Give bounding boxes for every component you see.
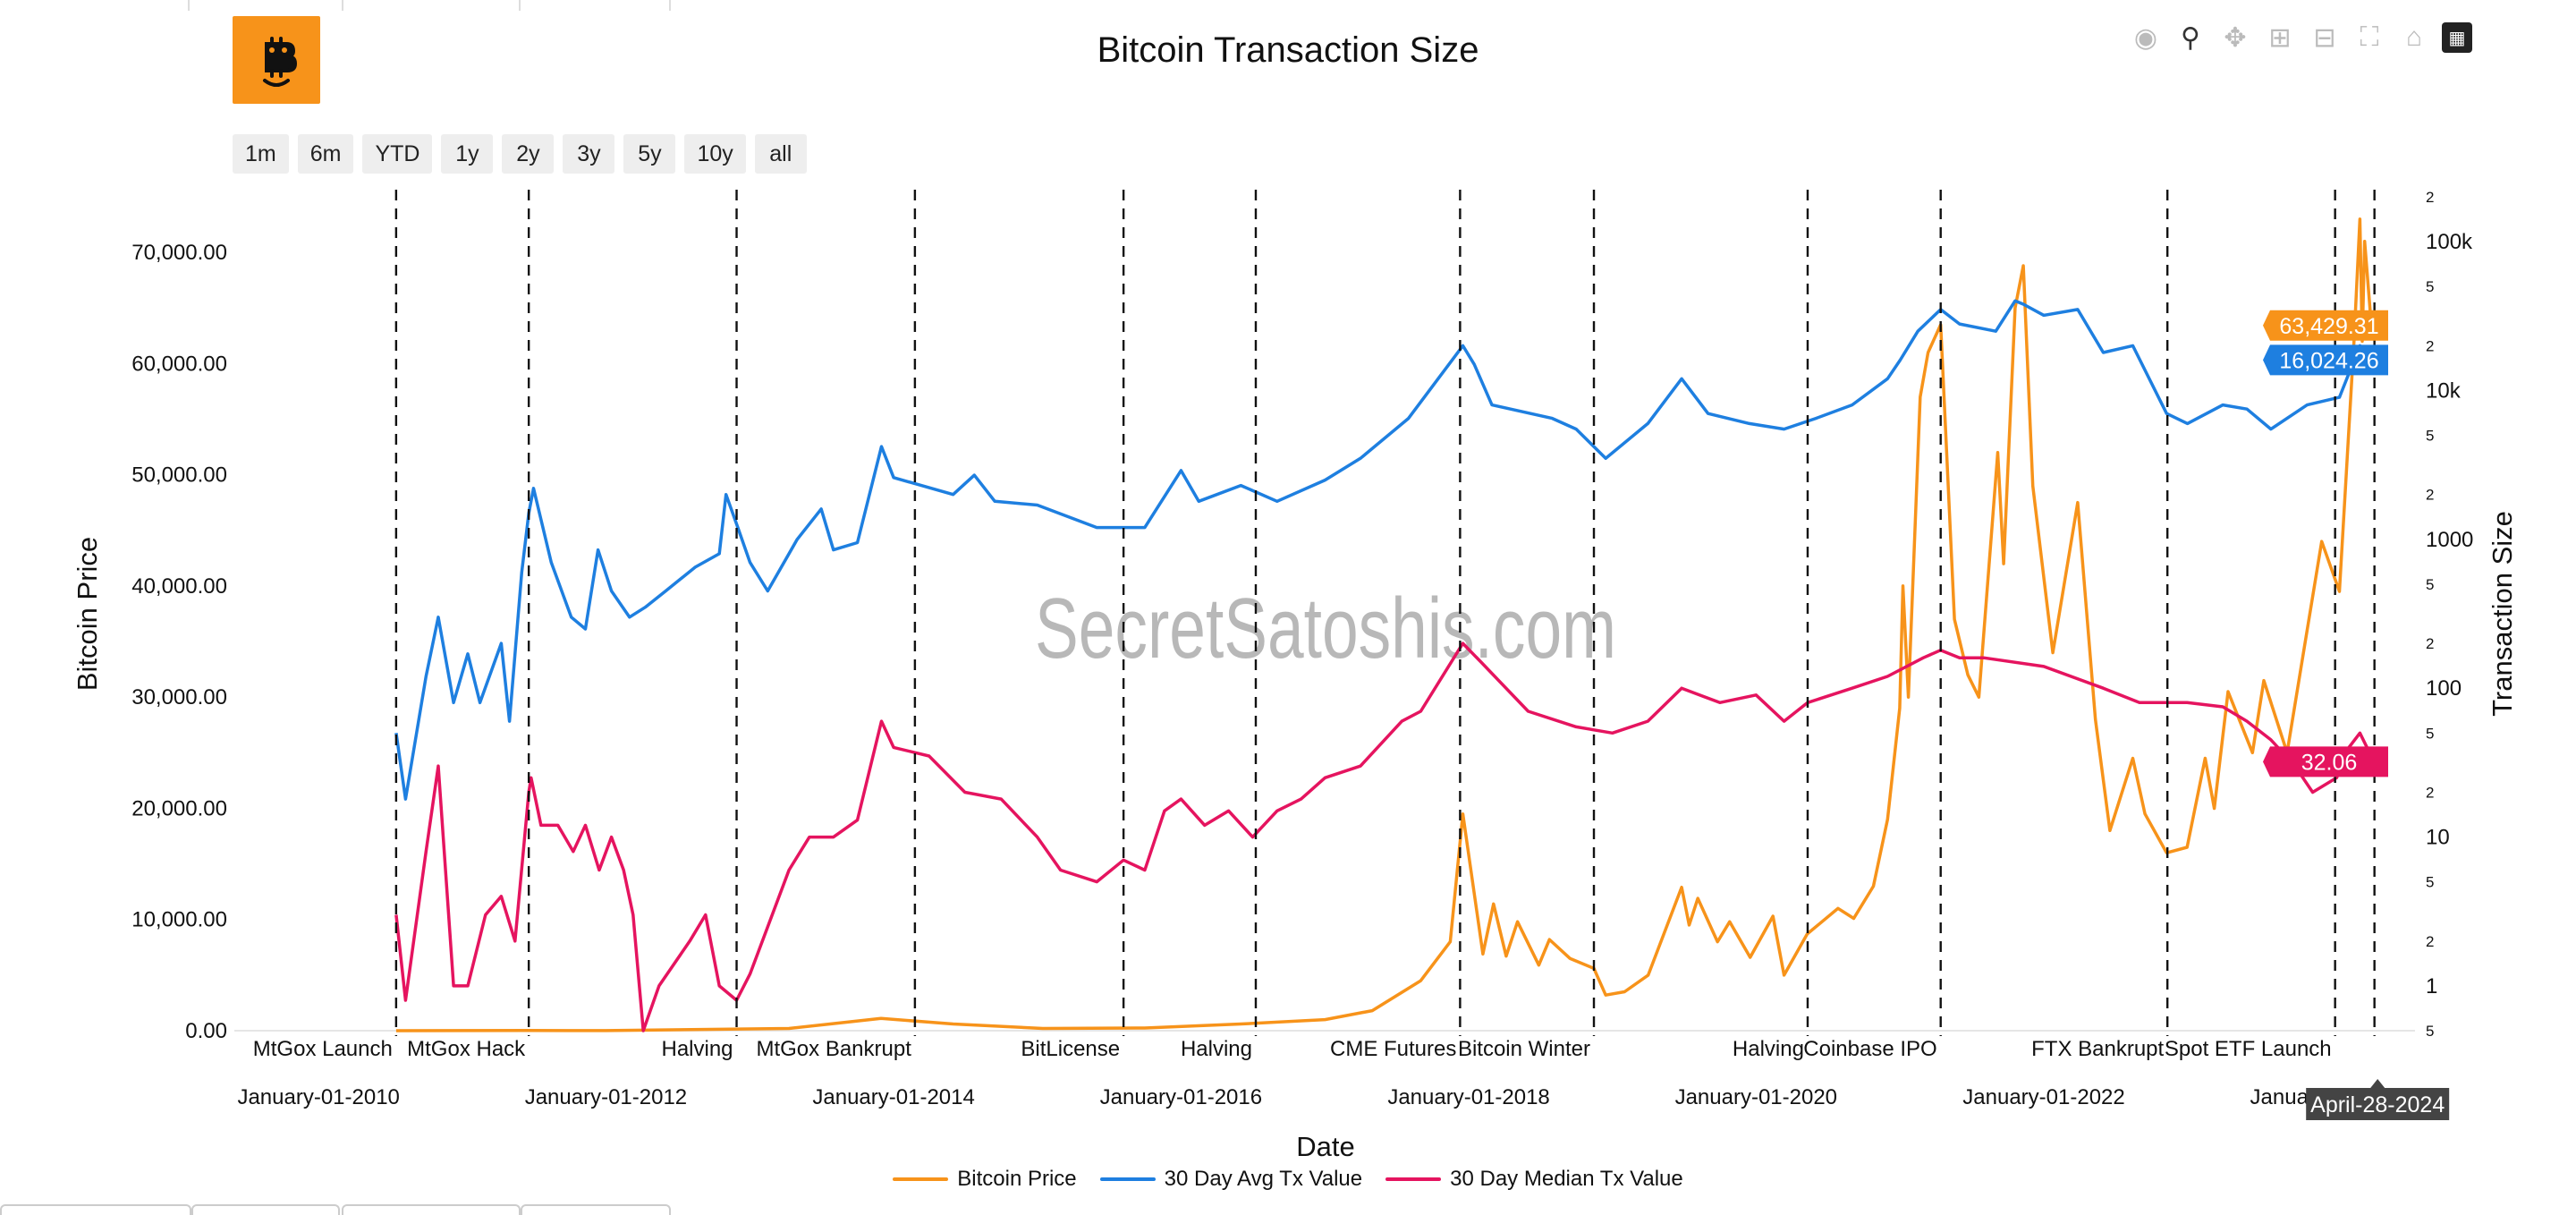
y2-minor-tick-label: 2 [2426,784,2434,801]
hover-label-price: 63,429.31 [2263,310,2388,341]
legend-label: 30 Day Median Tx Value [1450,1167,1683,1191]
y-tick-label: 40,000.00 [131,574,227,599]
plotly-logo-icon[interactable]: ▦ [2442,22,2472,53]
event-label: Halving [661,1037,733,1061]
y2-axis-title: Transaction Size [2487,511,2518,717]
x-tick-label: January-01-2020 [1675,1085,1837,1109]
chart-legend: Bitcoin Price 30 Day Avg Tx Value 30 Day M… [0,1167,2576,1192]
y2-minor-tick-label: 5 [2426,1023,2434,1040]
hover-label-avg: 16,024.26 [2263,344,2388,376]
series-line-30-day-avg-tx-value [394,299,2379,801]
svg-text:63,429.31: 63,429.31 [2279,314,2378,339]
y2-tick-label: 10k [2426,378,2462,403]
svg-text:32.06: 32.06 [2301,750,2358,775]
event-label: Spot ETF Launch [2165,1037,2332,1061]
range-button-3y[interactable]: 3y [563,134,615,174]
x-tick-label: January-01-2016 [1100,1085,1262,1109]
y2-tick-label: 1 [2426,974,2437,998]
y-tick-label: 20,000.00 [131,796,227,820]
y2-minor-tick-label: 2 [2426,933,2434,950]
chart-title: Bitcoin Transaction Size [1097,30,1479,70]
y-tick-label: 0.00 [185,1019,227,1043]
range-button-1m[interactable]: 1m [233,134,289,174]
range-button-all[interactable]: all [754,134,807,174]
event-label: BitLicense [1021,1037,1120,1061]
y-tick-label: 30,000.00 [131,685,227,709]
y2-minor-tick-label: 2 [2426,635,2434,652]
event-label: Bitcoin Winter [1458,1037,1590,1061]
legend-item-30-day-avg-tx-value[interactable]: 30 Day Avg Tx Value [1099,1167,1363,1192]
zoom-out-icon[interactable]: ⊟ [2313,22,2336,53]
y2-minor-tick-label: 5 [2426,278,2434,295]
event-label: Coinbase IPO [1803,1037,1936,1061]
range-button-2y[interactable]: 2y [502,134,555,174]
y2-tick-label: 100 [2426,676,2462,701]
x-axis-title: Date [1296,1131,1354,1162]
chart-modebar: ◉ ⚲ ✥ ⊞ ⊟ ⛶ ⌂ ▦ [2129,18,2472,57]
legend-swatch [893,1177,949,1181]
y2-tick-label: 1000 [2426,528,2473,552]
y2-tick-label: 10 [2426,826,2450,850]
zoom-icon[interactable]: ⚲ [2181,22,2200,53]
legend-label: 30 Day Avg Tx Value [1164,1167,1363,1191]
legend-swatch [1099,1177,1156,1181]
y-tick-label: 60,000.00 [131,352,227,376]
range-button-5y[interactable]: 5y [623,134,676,174]
range-button-6m[interactable]: 6m [297,134,354,174]
y2-minor-tick-label: 5 [2426,725,2434,742]
event-label: MtGox Launch [253,1037,393,1061]
event-label: Halving [1733,1037,1804,1061]
x-tick-label: January-01-2010 [237,1085,399,1109]
pan-icon[interactable]: ✥ [2224,22,2247,53]
y-axis-title: Bitcoin Price [72,537,103,691]
y2-tick-label: 100k [2426,230,2473,254]
legend-label: Bitcoin Price [957,1167,1077,1191]
svg-text:April-28-2024: April-28-2024 [2310,1092,2445,1117]
x-tick-label: January-01-2018 [1387,1085,1549,1109]
event-label: FTX Bankrupt [2031,1037,2164,1061]
y2-minor-tick-label: 2 [2426,189,2434,206]
event-label: MtGox Bankrupt [756,1037,911,1061]
range-button-1y[interactable]: 1y [441,134,494,174]
reset-axes-icon[interactable]: ⌂ [2405,22,2423,52]
event-label: MtGox Hack [407,1037,526,1061]
zoom-in-icon[interactable]: ⊞ [2268,22,2292,53]
browser-tab-strip [0,0,2576,13]
x-tick-label: January-01-2012 [525,1085,687,1109]
camera-icon[interactable]: ◉ [2133,22,2158,53]
y-tick-label: 50,000.00 [131,463,227,488]
event-label: CME Futures [1330,1037,1456,1061]
hover-label-median: 32.06 [2263,746,2388,777]
secret-satoshis-logo [233,16,320,104]
legend-item-30-day-median-tx-value[interactable]: 30 Day Median Tx Value [1385,1167,1683,1192]
y2-minor-tick-label: 5 [2426,428,2434,445]
y-tick-label: 10,000.00 [131,908,227,932]
range-selector: 1m 6m YTD 1y 2y 3y 5y 10y all [233,134,807,174]
x-tick-label: January-01-2022 [1962,1085,2124,1109]
hover-date-label: April-28-2024 [2306,1079,2450,1120]
legend-swatch [1385,1177,1442,1181]
svg-text:16,024.26: 16,024.26 [2279,348,2378,373]
watermark-text: SecretSatoshis.com [1035,581,1616,676]
y2-minor-tick-label: 2 [2426,337,2434,354]
autoscale-icon[interactable]: ⛶ [2360,22,2379,52]
x-tick-label: January-01-2014 [812,1085,974,1109]
bottom-tab-strip [0,1204,2576,1215]
event-label: Halving [1181,1037,1252,1061]
y2-minor-tick-label: 5 [2426,576,2434,593]
series-line-30-day-median-tx-value [394,641,2379,1032]
y2-minor-tick-label: 5 [2426,874,2434,891]
series-line-bitcoin-price [395,217,2379,1032]
y2-minor-tick-label: 2 [2426,487,2434,504]
y-tick-label: 70,000.00 [131,241,227,265]
range-button-10y[interactable]: 10y [684,134,746,174]
legend-item-bitcoin-price[interactable]: Bitcoin Price [893,1167,1077,1192]
range-button-ytd[interactable]: YTD [362,134,433,174]
